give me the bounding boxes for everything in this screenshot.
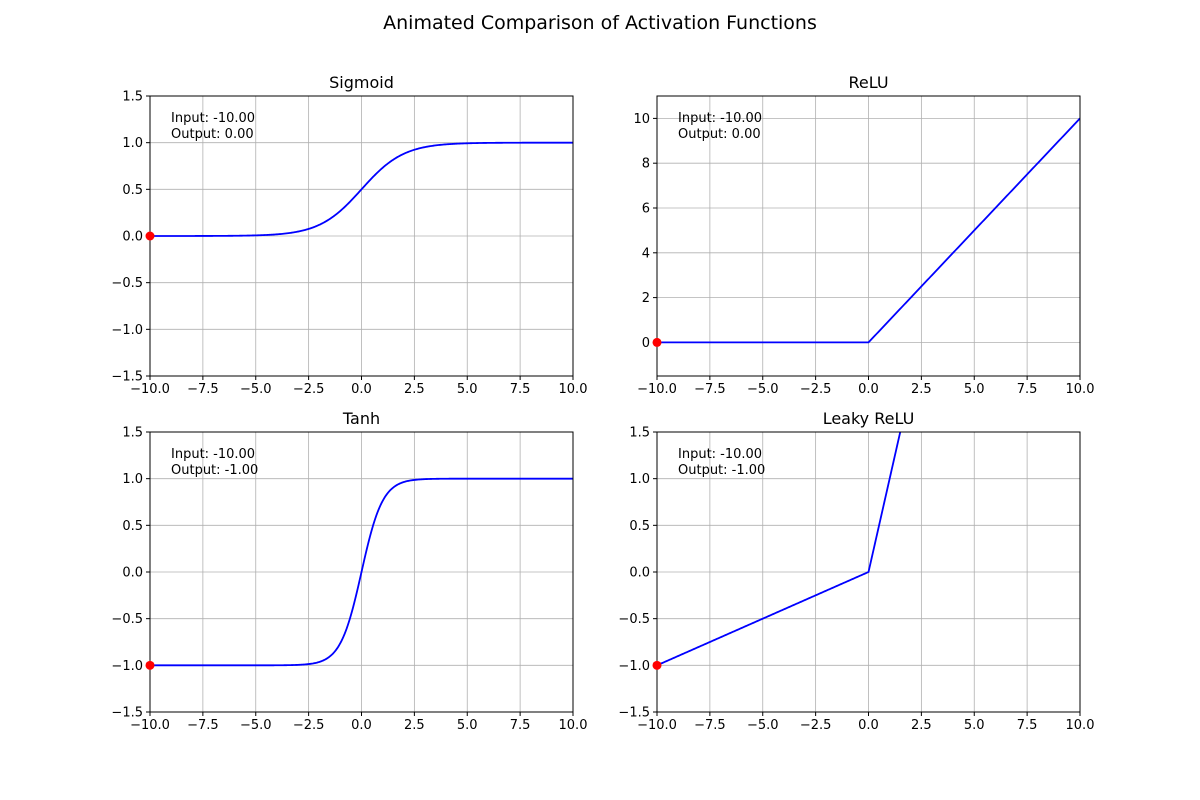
y-tick-label: 0.0	[122, 230, 143, 245]
current-point-marker	[145, 231, 155, 241]
current-point-marker	[652, 337, 662, 347]
annotation-input: Input: -10.00	[171, 447, 255, 462]
annotation-output: Output: 0.00	[678, 127, 761, 142]
x-tick-label: −5.0	[747, 382, 779, 397]
series-line-tanh	[150, 477, 573, 667]
x-tick-label: 10.0	[559, 382, 588, 397]
y-tick-label: −1.5	[111, 706, 143, 721]
x-tick-label: −10.0	[130, 382, 170, 397]
x-tick-label: 7.5	[510, 718, 531, 733]
series-line-leaky-relu	[657, 432, 902, 667]
x-tick-label: 0.0	[351, 382, 372, 397]
x-tick-label: −7.5	[694, 718, 726, 733]
y-tick-label: 8	[642, 157, 650, 172]
subplot-title: Tanh	[342, 409, 380, 428]
x-tick-label: 5.0	[457, 382, 478, 397]
y-tick-label: 0	[642, 336, 650, 351]
annotation-input: Input: -10.00	[678, 447, 762, 462]
y-tick-label: −0.5	[111, 276, 143, 291]
x-tick-label: 7.5	[1017, 718, 1038, 733]
x-tick-label: 2.5	[404, 718, 425, 733]
x-tick-label: 2.5	[404, 382, 425, 397]
series-line-relu	[657, 117, 1080, 344]
x-tick-label: 0.0	[858, 718, 879, 733]
annotation-input: Input: -10.00	[678, 111, 762, 126]
x-tick-label: 0.0	[351, 718, 372, 733]
x-tick-label: 5.0	[457, 718, 478, 733]
x-tick-label: 10.0	[1066, 718, 1095, 733]
x-tick-label: −7.5	[187, 718, 219, 733]
y-tick-label: 1.0	[629, 472, 650, 487]
x-tick-label: −5.0	[240, 718, 272, 733]
current-point-marker	[145, 660, 155, 670]
x-tick-label: 5.0	[964, 382, 985, 397]
x-tick-label: −5.0	[240, 382, 272, 397]
x-tick-label: −5.0	[747, 718, 779, 733]
x-tick-label: −7.5	[187, 382, 219, 397]
y-tick-label: 1.0	[122, 472, 143, 487]
y-tick-label: −1.0	[111, 659, 143, 674]
x-tick-label: −2.5	[800, 718, 832, 733]
y-tick-label: 4	[642, 246, 650, 261]
x-tick-label: −2.5	[293, 382, 325, 397]
y-tick-label: 0.5	[629, 519, 650, 534]
annotation-output: Output: -1.00	[171, 463, 258, 478]
current-point-marker	[652, 660, 662, 670]
y-tick-label: −1.0	[111, 323, 143, 338]
y-tick-label: 10	[633, 112, 650, 127]
x-tick-label: 5.0	[964, 718, 985, 733]
x-tick-label: −10.0	[637, 718, 677, 733]
y-tick-label: 2	[642, 291, 650, 306]
y-tick-label: 1.0	[122, 136, 143, 151]
x-tick-label: −2.5	[800, 382, 832, 397]
subplot-title: ReLU	[848, 73, 888, 92]
annotation-input: Input: -10.00	[171, 111, 255, 126]
y-tick-label: 0.5	[122, 183, 143, 198]
annotation-output: Output: 0.00	[171, 127, 254, 142]
y-tick-label: −1.0	[618, 659, 650, 674]
y-tick-label: 0.0	[122, 566, 143, 581]
y-tick-label: −1.5	[618, 706, 650, 721]
x-tick-label: 10.0	[559, 718, 588, 733]
y-tick-label: 1.5	[629, 426, 650, 441]
x-tick-label: 0.0	[858, 382, 879, 397]
y-tick-label: 6	[642, 202, 650, 217]
figure-title: Animated Comparison of Activation Functi…	[383, 12, 817, 34]
y-tick-label: 1.5	[122, 90, 143, 105]
y-tick-label: −0.5	[618, 612, 650, 627]
subplot-tanh: −10.0 −7.5 −5.0 −2.5 0.0 2.5 5.0 7.5 10.0 −1.5 −1.…	[111, 409, 587, 733]
x-tick-label: 7.5	[1017, 382, 1038, 397]
x-tick-label: −2.5	[293, 718, 325, 733]
x-tick-label: −7.5	[694, 382, 726, 397]
subplot-relu: −10.0 −7.5 −5.0 −2.5 0.0 2.5 5.0 7.5 10.0 0 2 4 6 8 10…	[633, 73, 1094, 397]
series-line-sigmoid	[150, 141, 573, 237]
annotation-output: Output: -1.00	[678, 463, 765, 478]
x-tick-label: 2.5	[911, 718, 932, 733]
subplot-title: Sigmoid	[329, 73, 394, 92]
y-tick-label: 0.5	[122, 519, 143, 534]
x-tick-label: −10.0	[637, 382, 677, 397]
subplot-sigmoid: −10.0 −7.5 −5.0 −2.5 0.0 2.5 5.0 7.5 10.0 −1.5 −1.…	[111, 73, 587, 397]
x-tick-label: 7.5	[510, 382, 531, 397]
x-tick-label: 10.0	[1066, 382, 1095, 397]
subplot-leaky-relu: −10.0 −7.5 −5.0 −2.5 0.0 2.5 5.0 7.5 10.0 −1.5 −1.…	[618, 409, 1095, 733]
x-tick-label: −10.0	[130, 718, 170, 733]
x-tick-label: 2.5	[911, 382, 932, 397]
y-tick-label: −1.5	[111, 370, 143, 385]
y-tick-label: 0.0	[629, 566, 650, 581]
subplot-title: Leaky ReLU	[823, 409, 915, 428]
y-tick-label: −0.5	[111, 612, 143, 627]
y-tick-label: 1.5	[122, 426, 143, 441]
